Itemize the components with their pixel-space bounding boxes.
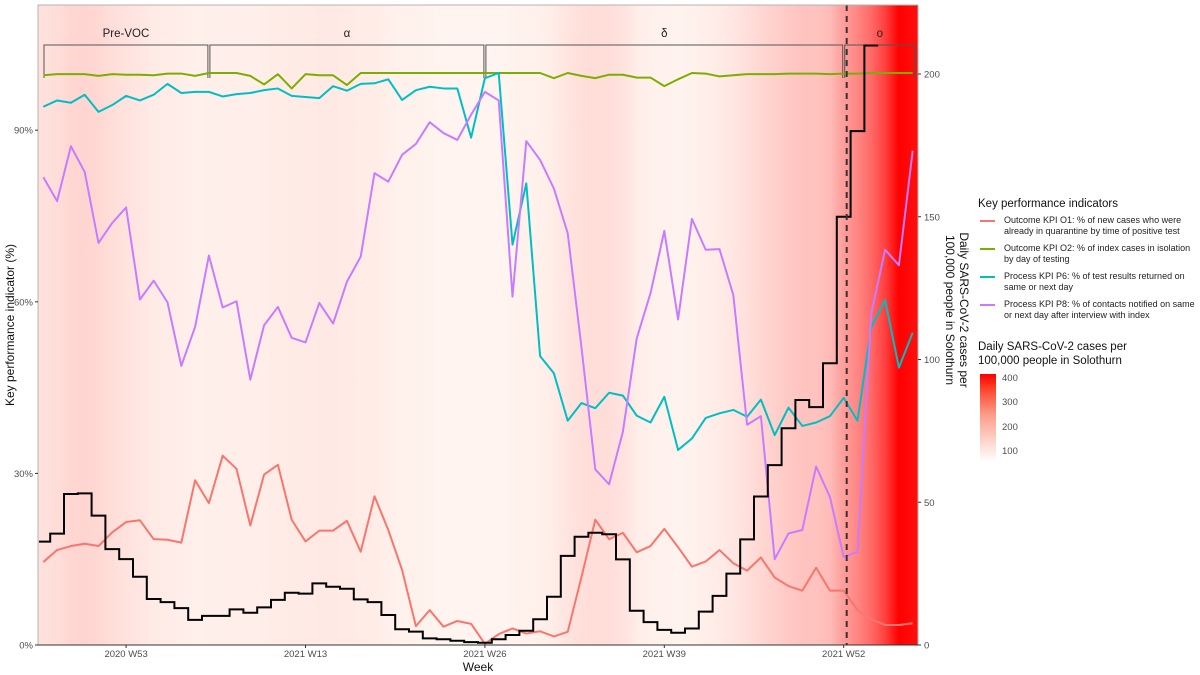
legend-key-line (980, 304, 995, 306)
x-axis-title: Week (463, 660, 494, 674)
cases-legend-title-line1: Daily SARS-CoV-2 cases per (978, 341, 1127, 353)
legend-label: Outcome KPI O2: % of index cases in isol… (1004, 243, 1191, 264)
legend-key-line (980, 248, 995, 250)
cases-scale-label: 200 (1002, 421, 1018, 433)
left-tick-label: 60% (14, 297, 34, 308)
series-lines (39, 5, 914, 645)
series-line-o1 (42, 454, 913, 645)
background-incidence-gradient (38, 5, 918, 645)
variant-bracket (209, 44, 485, 78)
left-axis-title: Key performance indicator (%) (3, 244, 17, 406)
right-tick-label: 150 (924, 212, 940, 223)
legend-item-o2: Outcome KPI O2: % of index cases in isol… (978, 243, 1200, 265)
right-tick-label: 200 (924, 70, 940, 81)
cases-color-legend: Daily SARS-CoV-2 cases per 100,000 peopl… (978, 340, 1198, 474)
series-line-p6 (42, 72, 914, 451)
variant-label: ο (877, 28, 883, 40)
right-tick-label: 100 (924, 355, 940, 366)
series-line-o2 (43, 72, 913, 90)
axes: 0% 30% 60% 90% 0 50 100 150 200 2020 W53 2021 W13 2… (14, 4, 940, 660)
legend-item-p6: Process KPI P6: % of test results return… (978, 271, 1200, 293)
variant-bracket (43, 44, 209, 78)
variant-bracket (844, 44, 916, 78)
variant-label: Pre-VOC (103, 28, 150, 40)
cases-legend-title-line2: 100,000 people in Solothurn (978, 355, 1122, 367)
right-axis-title-line2: 100,000 people in Solothurn (943, 235, 957, 385)
x-tick-label: 2021 W52 (822, 649, 865, 660)
legend-item-o1: Outcome KPI O1: % of new cases who were … (978, 215, 1200, 237)
left-tick-label: 90% (14, 126, 34, 137)
legend-key-line (980, 276, 995, 278)
cases-scale-label: 300 (1002, 397, 1018, 409)
right-axis-title-line1: Daily SARS-CoV-2 cases per (957, 232, 971, 387)
cases-scale-label: 400 (1002, 372, 1018, 384)
variant-label: α (344, 28, 351, 40)
legend-label: Process KPI P8: % of contacts notified o… (1004, 299, 1195, 320)
legend-label: Outcome KPI O1: % of new cases who were … (1004, 215, 1182, 236)
variant-bracket (485, 44, 844, 78)
variant-label: δ (661, 28, 667, 40)
legend-label: Process KPI P6: % of test results return… (1004, 271, 1185, 292)
left-tick-label: 30% (14, 469, 34, 480)
x-tick-label: 2020 W53 (104, 649, 147, 660)
x-tick-label: 2021 W13 (284, 649, 327, 660)
legend-key-line (980, 220, 995, 222)
legend-title: Key performance indicators (978, 198, 1118, 210)
x-tick-label: 2021 W26 (463, 649, 506, 660)
legend-item-p8: Process KPI P8: % of contacts notified o… (978, 299, 1200, 321)
variant-brackets: Pre-VOC α δ ο (43, 28, 916, 78)
kpi-legend: Key performance indicators Outcome KPI O… (978, 197, 1200, 327)
cases-step-line (39, 44, 879, 644)
right-tick-label: 50 (924, 498, 935, 509)
cases-scale-label: 100 (1002, 446, 1018, 458)
cases-color-bar (980, 374, 996, 462)
left-tick-label: 0% (19, 641, 33, 652)
right-tick-label: 0 (924, 641, 929, 652)
x-tick-label: 2021 W39 (643, 649, 686, 660)
